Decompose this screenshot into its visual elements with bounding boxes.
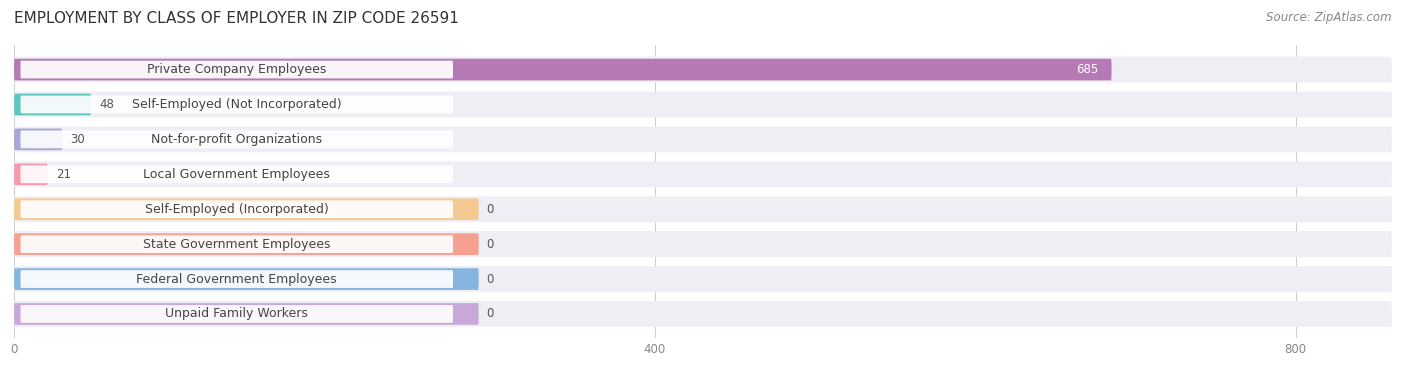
FancyBboxPatch shape — [21, 305, 453, 323]
Text: Federal Government Employees: Federal Government Employees — [136, 273, 337, 285]
Text: EMPLOYMENT BY CLASS OF EMPLOYER IN ZIP CODE 26591: EMPLOYMENT BY CLASS OF EMPLOYER IN ZIP C… — [14, 11, 458, 26]
FancyBboxPatch shape — [14, 199, 478, 220]
FancyBboxPatch shape — [21, 200, 453, 218]
FancyBboxPatch shape — [14, 164, 48, 185]
Text: Local Government Employees: Local Government Employees — [143, 168, 330, 181]
FancyBboxPatch shape — [14, 94, 91, 115]
Text: Not-for-profit Organizations: Not-for-profit Organizations — [152, 133, 322, 146]
FancyBboxPatch shape — [14, 233, 478, 255]
Text: 21: 21 — [56, 168, 70, 181]
Text: 0: 0 — [486, 203, 494, 216]
FancyBboxPatch shape — [21, 270, 453, 288]
Text: 0: 0 — [486, 308, 494, 320]
Text: 0: 0 — [486, 273, 494, 285]
FancyBboxPatch shape — [21, 165, 453, 183]
FancyBboxPatch shape — [21, 96, 453, 113]
Text: Self-Employed (Incorporated): Self-Employed (Incorporated) — [145, 203, 329, 216]
FancyBboxPatch shape — [21, 130, 453, 148]
FancyBboxPatch shape — [14, 303, 478, 325]
Text: Private Company Employees: Private Company Employees — [148, 63, 326, 76]
FancyBboxPatch shape — [14, 91, 1392, 117]
FancyBboxPatch shape — [14, 196, 1392, 222]
FancyBboxPatch shape — [14, 268, 478, 290]
FancyBboxPatch shape — [14, 59, 1112, 80]
Text: Unpaid Family Workers: Unpaid Family Workers — [166, 308, 308, 320]
Text: 685: 685 — [1077, 63, 1098, 76]
FancyBboxPatch shape — [14, 129, 62, 150]
FancyBboxPatch shape — [14, 231, 1392, 257]
Text: Self-Employed (Not Incorporated): Self-Employed (Not Incorporated) — [132, 98, 342, 111]
Text: 0: 0 — [486, 238, 494, 251]
FancyBboxPatch shape — [14, 301, 1392, 327]
Text: 48: 48 — [98, 98, 114, 111]
Text: 30: 30 — [70, 133, 84, 146]
Text: State Government Employees: State Government Employees — [143, 238, 330, 251]
FancyBboxPatch shape — [14, 266, 1392, 292]
FancyBboxPatch shape — [14, 161, 1392, 187]
Text: Source: ZipAtlas.com: Source: ZipAtlas.com — [1267, 11, 1392, 24]
FancyBboxPatch shape — [21, 235, 453, 253]
FancyBboxPatch shape — [14, 126, 1392, 152]
FancyBboxPatch shape — [21, 61, 453, 79]
FancyBboxPatch shape — [14, 57, 1392, 82]
